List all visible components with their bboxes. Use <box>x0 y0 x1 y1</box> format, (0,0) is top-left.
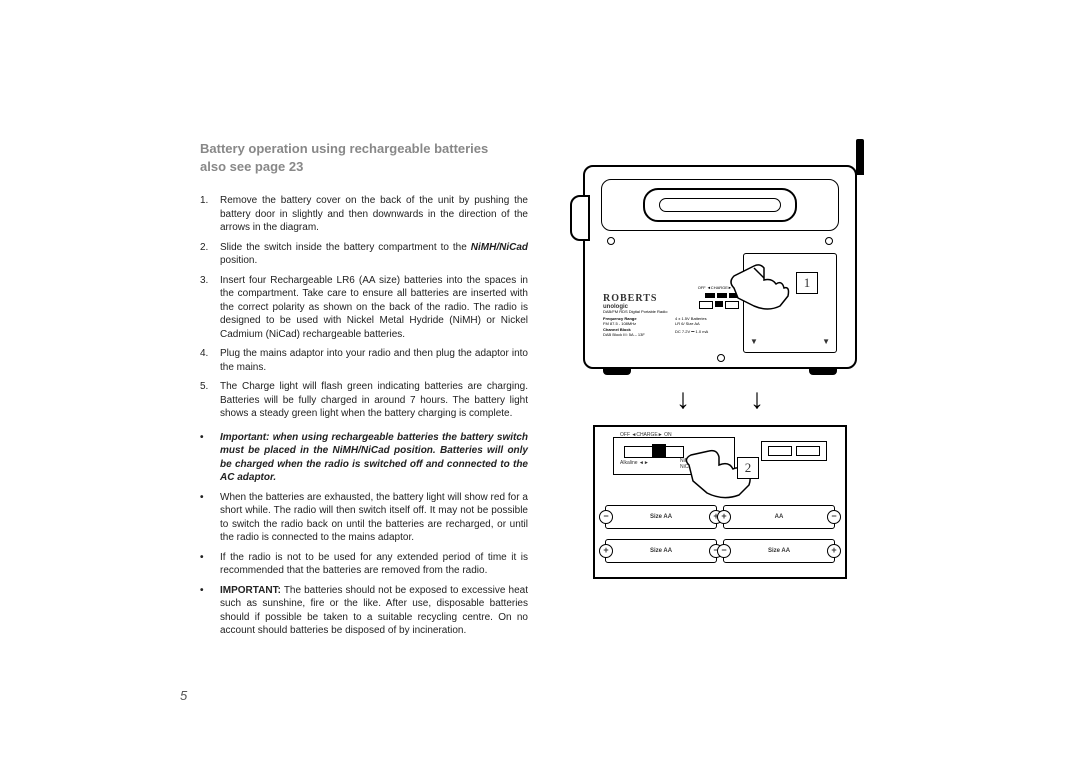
callout-1: 1 <box>796 272 818 294</box>
list-item: •IMPORTANT: The batteries should not be … <box>200 584 528 638</box>
diagram-area: ROBERTS unologic DAB/FM RDS Digital Port… <box>575 165 865 579</box>
foot-icon <box>603 367 631 375</box>
label-panel: ROBERTS unologic DAB/FM RDS Digital Port… <box>603 293 741 353</box>
switch-knob-icon <box>652 444 666 458</box>
page-number: 5 <box>180 688 187 703</box>
foot-icon <box>809 367 837 375</box>
battery-cell: Size AA <box>605 539 717 563</box>
down-arrow-icon: ↓ <box>750 383 764 415</box>
numbered-list: 1.Remove the battery cover on the back o… <box>200 194 528 421</box>
list-item: 2.Slide the switch inside the battery co… <box>200 241 528 268</box>
arrows-row: ↓ ↓ <box>575 383 865 415</box>
down-arrow-icon: ▼ <box>750 337 758 346</box>
switch-top-label: OFF ◄CHARGE► ON <box>620 432 672 438</box>
battery-row: Size AA Size AA <box>605 539 835 563</box>
batt-text: 4 x 1.5V Batteries LR 6/ Size AA <box>675 317 741 326</box>
title-line1: Battery operation using rechargeable bat… <box>200 141 488 156</box>
side-knob-icon <box>570 195 590 241</box>
battery-row: Size AA AA <box>605 505 835 529</box>
down-arrow-icon: ↓ <box>676 383 690 415</box>
chan-body: DAB Block III: 5A – 13F <box>603 333 669 337</box>
callout-2: 2 <box>737 457 759 479</box>
battery-cell: AA <box>723 505 835 529</box>
screw-icon <box>825 237 833 245</box>
bullet-list: •Important: when using rechargeable batt… <box>200 431 528 638</box>
handle-icon <box>643 188 797 222</box>
dc-text: DC 7.2V ⎓ 1.0 mA <box>675 330 741 334</box>
screw-icon <box>607 237 615 245</box>
mark-icon <box>705 293 715 298</box>
mark-icon <box>715 301 723 307</box>
list-item: •When the batteries are exhausted, the b… <box>200 491 528 545</box>
list-item: •If the radio is not to be used for any … <box>200 551 528 578</box>
desc-label: DAB/FM RDS Digital Portable Radio <box>603 310 741 314</box>
list-item: 5.The Charge light will flash green indi… <box>200 380 528 421</box>
battery-cell: Size AA <box>605 505 717 529</box>
list-item: 4.Plug the mains adaptor into your radio… <box>200 347 528 374</box>
compartment-illustration: OFF ◄CHARGE► ON Alkaline ◄► NiMH NiCad 2… <box>593 425 847 579</box>
list-item: 3.Insert four Rechargeable LR6 (AA size)… <box>200 274 528 342</box>
port-icon <box>761 441 827 461</box>
battery-door: 1 ▼ ▼ <box>743 253 837 353</box>
list-item: •Important: when using rechargeable batt… <box>200 431 528 485</box>
radio-back-illustration: ROBERTS unologic DAB/FM RDS Digital Port… <box>583 165 857 369</box>
hand-icon <box>724 258 794 313</box>
down-arrow-icon: ▼ <box>822 337 830 346</box>
battery-cell: Size AA <box>723 539 835 563</box>
alk-label: Alkaline ◄► NiMH NiCad <box>620 460 649 466</box>
screw-icon <box>717 354 725 362</box>
list-item: 1.Remove the battery cover on the back o… <box>200 194 528 235</box>
antenna-icon <box>856 139 864 175</box>
title-line2: also see page 23 <box>200 159 303 174</box>
mark-icon <box>699 301 713 309</box>
handle-zone <box>601 179 839 231</box>
freq-body: FM 87.5 - 108MHz <box>603 322 669 326</box>
